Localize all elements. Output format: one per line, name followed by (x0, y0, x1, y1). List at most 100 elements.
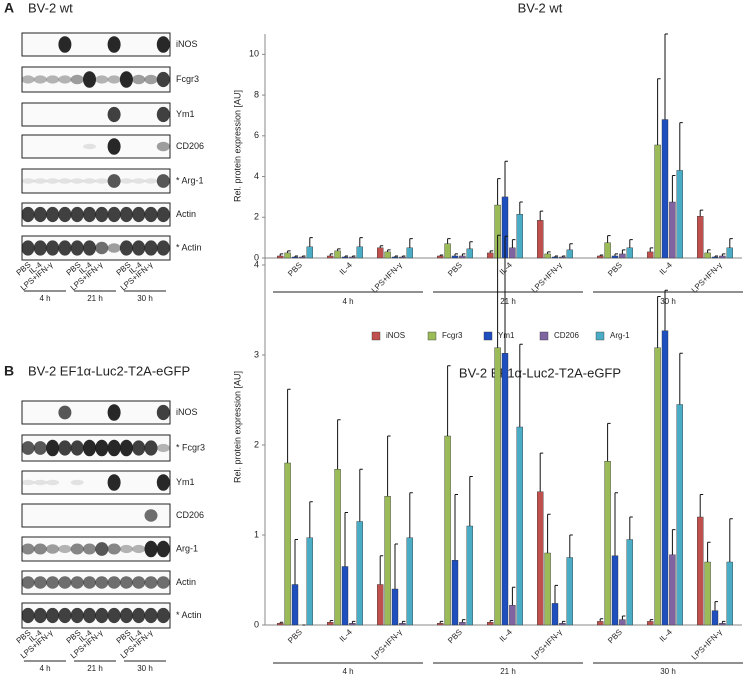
error-bar (359, 468, 363, 522)
error-bar (519, 201, 523, 215)
blot-band (156, 206, 170, 223)
blot-band (144, 240, 158, 256)
error-bar (554, 584, 558, 604)
blot-band (58, 440, 72, 456)
bar (494, 347, 501, 626)
bar (437, 255, 444, 259)
blot-band (58, 206, 72, 223)
bar (277, 255, 284, 259)
y-tick-label: 10 (249, 49, 259, 59)
error-bar (287, 388, 291, 463)
error-bar (504, 235, 508, 354)
error-bar (714, 601, 718, 611)
error-bar (599, 618, 604, 622)
blot-band (33, 441, 47, 455)
error-bar (607, 422, 611, 462)
error-bar (657, 78, 661, 145)
blot-band (46, 576, 60, 589)
error-bar (401, 620, 406, 624)
blot-band (95, 439, 109, 457)
error-bar (504, 160, 508, 197)
bar (466, 248, 473, 259)
bar (719, 623, 726, 626)
blot-band (132, 607, 146, 624)
y-tick-label: 3 (254, 349, 259, 359)
error-bar (657, 296, 661, 348)
bar (604, 461, 611, 626)
bar (501, 353, 509, 626)
bar (356, 246, 363, 259)
y-tick-label: 4 (254, 171, 259, 181)
error-bar (379, 245, 384, 248)
error-bar (699, 494, 704, 517)
error-bar (329, 253, 334, 256)
bar (537, 220, 544, 259)
chart-title: BV-2 wt (518, 0, 563, 15)
error-bar (294, 255, 298, 257)
bar (604, 242, 611, 259)
x-tick-label: IL-4 (658, 627, 675, 644)
bar (551, 256, 559, 259)
error-bar (329, 620, 334, 623)
blot-band (70, 74, 84, 85)
blot-band (144, 509, 158, 522)
legend-swatch (539, 331, 549, 341)
blot-band (70, 607, 84, 624)
error-bar (359, 237, 363, 247)
bar (277, 623, 284, 626)
error-bar (729, 238, 733, 248)
error-bar (394, 255, 398, 257)
y-tick-label: 1 (254, 529, 259, 539)
blot-band (107, 474, 121, 491)
error-bar (287, 250, 291, 253)
blot-band (21, 441, 35, 455)
error-bar (447, 238, 451, 244)
bar (444, 435, 451, 626)
blot-band (46, 607, 60, 624)
blot-label: CD206 (176, 510, 204, 520)
y-tick-label: 0 (254, 252, 259, 262)
error-bar (511, 239, 516, 248)
bar (676, 170, 683, 259)
blot-band (132, 440, 146, 456)
error-bar (394, 543, 398, 589)
blot-band (58, 178, 72, 184)
group-label: 21 h (500, 297, 516, 306)
error-bar (379, 555, 384, 585)
bar (327, 622, 334, 626)
blot-frame (21, 102, 171, 127)
blot-band (83, 178, 96, 184)
blot-band (107, 576, 121, 589)
error-bar (409, 238, 413, 248)
legend-label: Fcgr3 (442, 331, 463, 340)
bar (299, 256, 306, 259)
bar (284, 462, 291, 626)
blot-label: * Arg-1 (176, 175, 204, 185)
error-bar (664, 33, 668, 120)
blot-band (119, 576, 133, 589)
x-tick-label: PBS (446, 628, 464, 646)
error-bar (519, 343, 523, 427)
bar (697, 516, 704, 626)
error-bar (401, 255, 406, 257)
bar (341, 256, 349, 259)
bar (704, 252, 711, 259)
error-bar (614, 492, 618, 556)
bar (437, 623, 444, 626)
blot-band (70, 479, 84, 486)
blot-band (21, 607, 35, 624)
error-bar (351, 255, 356, 257)
error-bar (629, 516, 633, 540)
bar (611, 255, 619, 259)
blot-band (119, 544, 133, 554)
blot-band (132, 576, 146, 589)
bar (597, 255, 604, 259)
error-bar (629, 239, 633, 248)
error-bar (547, 251, 551, 254)
blot-band (58, 576, 72, 589)
bar (661, 119, 669, 259)
error-bar (569, 243, 573, 250)
blot-band (107, 243, 121, 253)
x-tick-label: LPS+IFN-γ (370, 628, 404, 662)
